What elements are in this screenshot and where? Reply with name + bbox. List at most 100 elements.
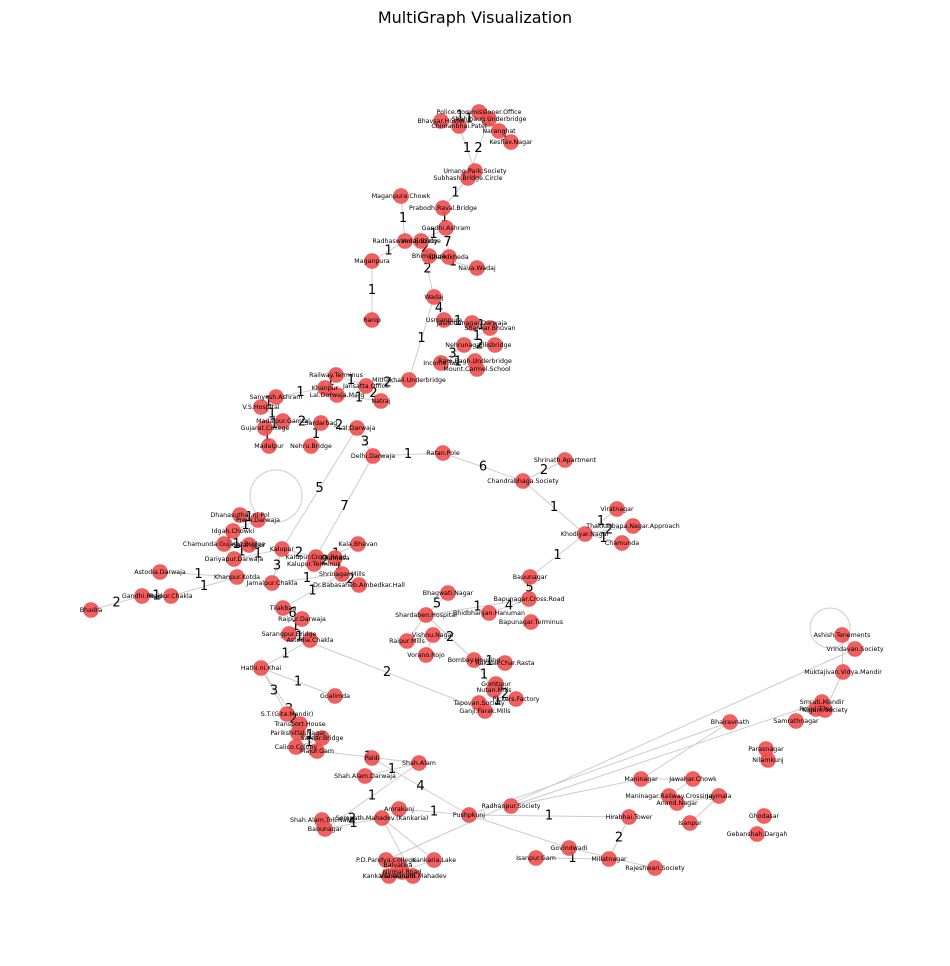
graph-node[interactable] (788, 713, 804, 729)
graph-node[interactable] (401, 372, 417, 388)
graph-node[interactable] (749, 826, 765, 842)
graph-node[interactable] (503, 798, 519, 814)
graph-node[interactable] (357, 768, 373, 784)
graph-node[interactable] (722, 714, 738, 730)
graph-node[interactable] (441, 249, 457, 265)
graph-node[interactable] (281, 626, 297, 642)
graph-node[interactable] (275, 413, 291, 429)
graph-node[interactable] (426, 852, 442, 868)
graph-node[interactable] (225, 523, 241, 539)
graph-node[interactable] (253, 399, 269, 415)
graph-node[interactable] (461, 807, 477, 823)
graph-node[interactable] (711, 788, 727, 804)
graph-node[interactable] (418, 607, 434, 623)
graph-node[interactable] (364, 253, 380, 269)
graph-node[interactable] (411, 755, 427, 771)
graph-node[interactable] (433, 355, 449, 371)
graph-node[interactable] (393, 188, 409, 204)
graph-node[interactable] (621, 809, 637, 825)
graph-node[interactable] (275, 600, 291, 616)
graph-node[interactable] (397, 233, 413, 249)
graph-node[interactable] (469, 260, 485, 276)
graph-node[interactable] (421, 248, 437, 264)
graph-node[interactable] (487, 337, 503, 353)
graph-node[interactable] (491, 123, 507, 139)
graph-node[interactable] (435, 200, 451, 216)
graph-node[interactable] (425, 627, 441, 643)
graph-node[interactable] (83, 602, 99, 618)
graph-node[interactable] (521, 591, 537, 607)
graph-node[interactable] (394, 864, 410, 880)
graph-node[interactable] (847, 641, 863, 657)
graph-node[interactable] (758, 741, 774, 757)
graph-node[interactable] (522, 569, 538, 585)
graph-node[interactable] (682, 815, 698, 831)
graph-node[interactable] (349, 420, 365, 436)
graph-node[interactable] (817, 702, 833, 718)
graph-node[interactable] (477, 703, 493, 719)
graph-node[interactable] (399, 633, 415, 649)
graph-node[interactable] (261, 438, 277, 454)
graph-node[interactable] (268, 389, 284, 405)
graph-node[interactable] (317, 380, 333, 396)
graph-node[interactable] (334, 566, 350, 582)
graph-node[interactable] (327, 550, 343, 566)
graph-node[interactable] (523, 614, 539, 630)
graph-node[interactable] (577, 526, 593, 542)
graph-node[interactable] (216, 536, 232, 552)
graph-node[interactable] (327, 688, 343, 704)
graph-node[interactable] (756, 808, 772, 824)
graph-node[interactable] (557, 452, 573, 468)
graph-node[interactable] (435, 445, 451, 461)
graph-node[interactable] (625, 518, 641, 534)
graph-node[interactable] (329, 387, 345, 403)
graph-node[interactable] (835, 664, 851, 680)
graph-node[interactable] (257, 420, 273, 436)
graph-node[interactable] (601, 851, 617, 867)
graph-node[interactable] (365, 448, 381, 464)
graph-node[interactable] (633, 771, 649, 787)
graph-node[interactable] (561, 840, 577, 856)
graph-node[interactable] (451, 118, 467, 134)
graph-node[interactable] (609, 501, 625, 517)
graph-node[interactable] (250, 512, 266, 528)
graph-node[interactable] (669, 795, 685, 811)
graph-node[interactable] (438, 220, 454, 236)
graph-node[interactable] (460, 170, 476, 186)
graph-node[interactable] (364, 750, 380, 766)
graph-node[interactable] (279, 706, 295, 722)
graph-node[interactable] (685, 771, 701, 787)
graph-node[interactable] (436, 312, 452, 328)
graph-node[interactable] (374, 810, 390, 826)
graph-node[interactable] (241, 537, 257, 553)
graph-node[interactable] (313, 415, 329, 431)
graph-node[interactable] (294, 611, 310, 627)
graph-node[interactable] (163, 588, 179, 604)
graph-node[interactable] (288, 739, 304, 755)
graph-node[interactable] (302, 632, 318, 648)
graph-node[interactable] (226, 551, 242, 567)
graph-node[interactable] (528, 850, 544, 866)
graph-node[interactable] (834, 627, 850, 643)
graph-node[interactable] (253, 660, 269, 676)
graph-node[interactable] (152, 564, 168, 580)
graph-node[interactable] (464, 315, 480, 331)
graph-node[interactable] (486, 682, 502, 698)
graph-node[interactable] (229, 569, 245, 585)
graph-node[interactable] (358, 378, 374, 394)
graph-node[interactable] (391, 801, 407, 817)
graph-node[interactable] (481, 111, 497, 127)
graph-node[interactable] (351, 577, 367, 593)
graph-node[interactable] (232, 507, 248, 523)
graph-node[interactable] (482, 320, 498, 336)
graph-node[interactable] (328, 367, 344, 383)
graph-node[interactable] (309, 743, 325, 759)
graph-node[interactable] (433, 113, 449, 129)
graph-node[interactable] (418, 647, 434, 663)
graph-node[interactable] (456, 337, 472, 353)
graph-node[interactable] (508, 691, 524, 707)
graph-node[interactable] (481, 605, 497, 621)
graph-node[interactable] (469, 361, 485, 377)
graph-node[interactable] (466, 652, 482, 668)
graph-node[interactable] (303, 438, 319, 454)
